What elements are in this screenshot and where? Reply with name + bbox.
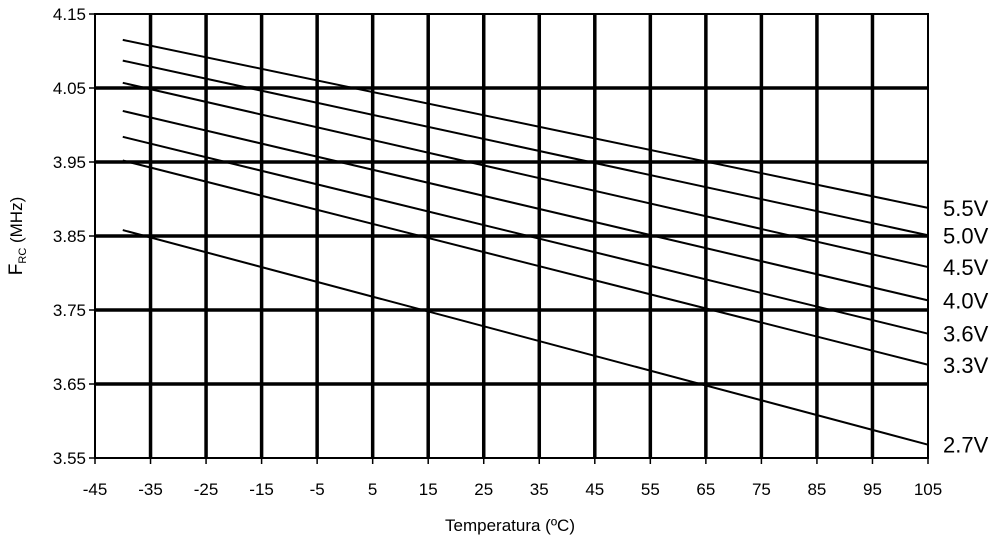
x-tick-label: -5 bbox=[310, 480, 325, 499]
series-labels: 5.5V5.0V 4.5V 4.0V 3.6V 3.3V 2.7V bbox=[943, 196, 989, 458]
x-axis-title: Temperatura (ºC) bbox=[445, 516, 575, 535]
y-tick-label: 3.85 bbox=[53, 227, 86, 246]
x-tick-label: 85 bbox=[807, 480, 826, 499]
x-tick-label: 25 bbox=[474, 480, 493, 499]
y-tick-label: 3.75 bbox=[53, 301, 86, 320]
series-line-3.6V bbox=[122, 135, 929, 335]
y-tick-label: 3.65 bbox=[53, 375, 86, 394]
series-label: 3.6V bbox=[943, 322, 989, 347]
x-tick-label: 65 bbox=[696, 480, 715, 499]
series-label: 2.7V bbox=[943, 433, 989, 458]
y-tick-label: 3.95 bbox=[53, 153, 86, 172]
y-tick-label: 4.05 bbox=[53, 79, 86, 98]
x-tick-label: -25 bbox=[194, 480, 219, 499]
series-line-4.0V bbox=[122, 109, 929, 302]
y-axis-title: FRC (MHz) bbox=[6, 197, 29, 275]
x-tick-label: 45 bbox=[585, 480, 604, 499]
x-tick-label: -45 bbox=[83, 480, 108, 499]
x-tick-label: 75 bbox=[752, 480, 771, 499]
y-axis-title-sub: RC bbox=[17, 248, 29, 264]
series-label: 4.0V bbox=[943, 288, 989, 313]
x-tick-label: -15 bbox=[249, 480, 274, 499]
grid bbox=[95, 14, 928, 458]
series-line-3.3V bbox=[122, 159, 929, 366]
series-label: 4.5V bbox=[943, 255, 989, 280]
x-tick-label: 55 bbox=[641, 480, 660, 499]
series-label: 3.3V bbox=[943, 353, 989, 378]
y-tick-label: 3.55 bbox=[53, 449, 86, 468]
y-tick-label: 4.15 bbox=[53, 5, 86, 24]
y-axis-title-main: F bbox=[6, 264, 27, 276]
x-tick-label: 95 bbox=[863, 480, 882, 499]
x-axis-ticks: -45 -35 -25 -15 -5 5 15 25 35 45 55 65 75 85 95 105 bbox=[83, 458, 942, 499]
series-line-4.5V bbox=[122, 81, 929, 269]
x-tick-label: 105 bbox=[914, 480, 942, 499]
y-axis-title-unit: (MHz) bbox=[7, 197, 26, 248]
series-label: 5.0V bbox=[943, 223, 989, 248]
y-axis-ticks: 4.15 4.05 3.95 3.85 3.75 3.65 3.55 bbox=[53, 5, 95, 468]
x-tick-label: 35 bbox=[530, 480, 549, 499]
series-line-5.0V bbox=[122, 59, 929, 237]
series-line-2.7V bbox=[122, 229, 929, 446]
x-tick-label: -35 bbox=[138, 480, 163, 499]
x-tick-label: 15 bbox=[419, 480, 438, 499]
series-line-5.5V bbox=[122, 38, 929, 209]
x-tick-label: 5 bbox=[368, 480, 377, 499]
series-lines bbox=[122, 38, 929, 446]
series-label: 5.5V bbox=[943, 196, 989, 221]
